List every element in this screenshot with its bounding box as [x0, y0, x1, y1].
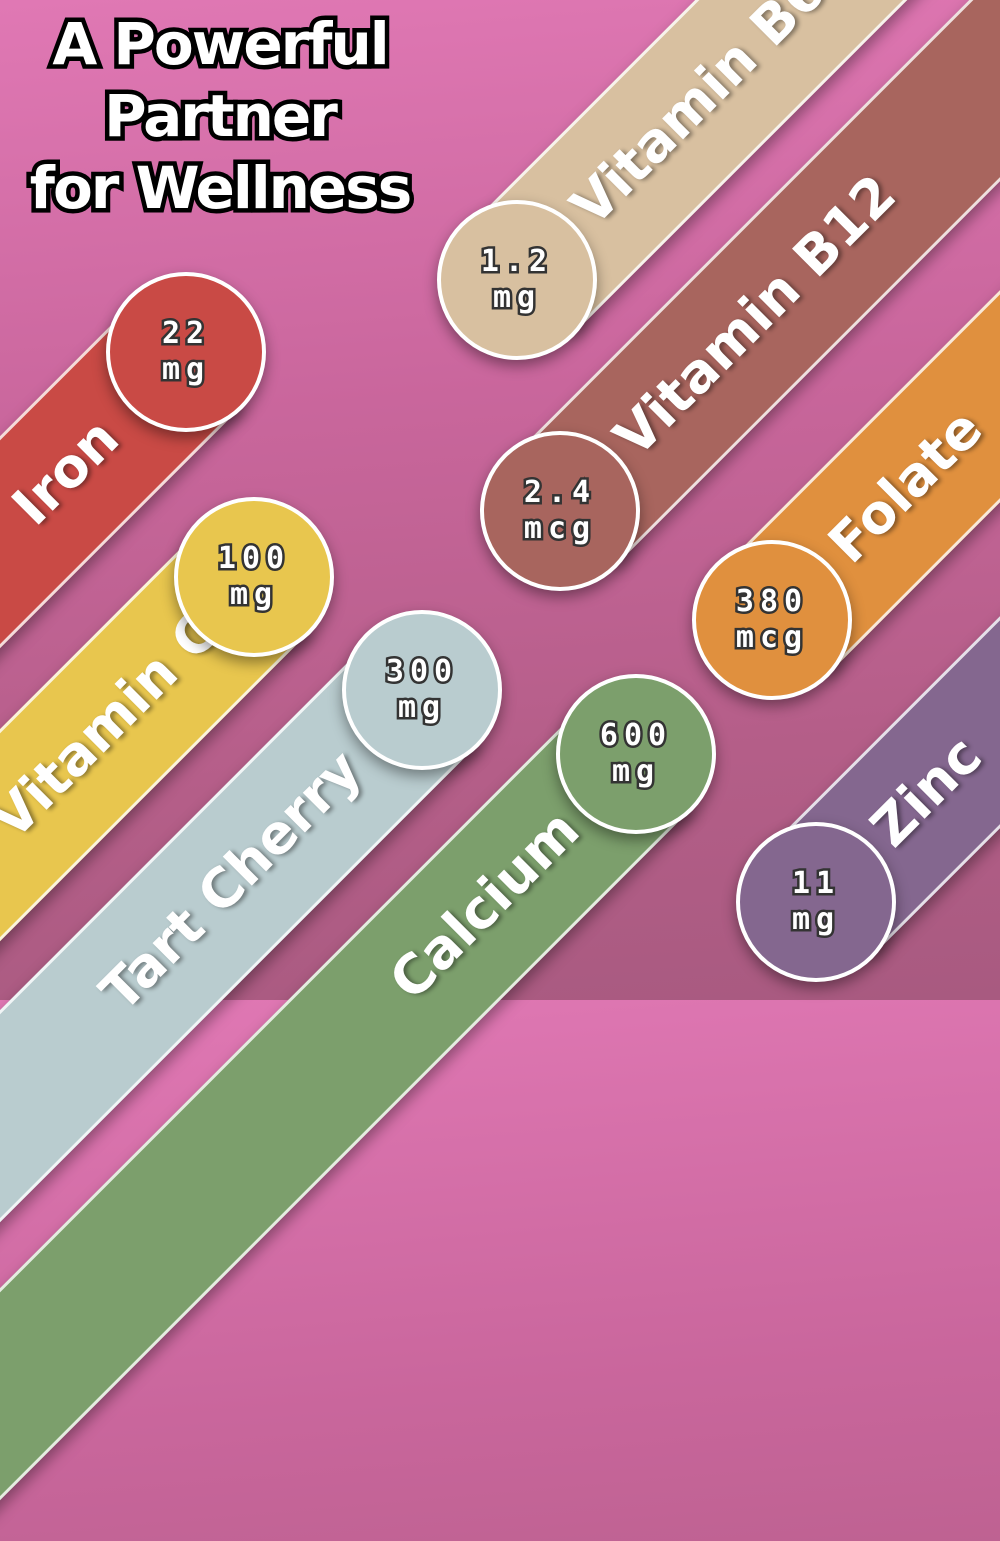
- amount-unit: mg: [490, 277, 543, 317]
- amount-value: 380: [733, 581, 810, 621]
- amount-value: 2.4: [521, 472, 598, 512]
- amount-value: 600: [597, 715, 674, 755]
- amount-badge: 11 mg: [736, 822, 896, 982]
- amount-badge: 22 mg: [106, 272, 266, 432]
- headline-line: Partner: [100, 78, 343, 155]
- amount-badge: 1.2 mg: [437, 200, 597, 360]
- amount-value: 22: [159, 313, 212, 353]
- amount-unit: mcg: [733, 617, 810, 657]
- amount-badge: 600 mg: [556, 674, 716, 834]
- amount-unit: mg: [395, 687, 448, 727]
- amount-value: 1.2: [478, 241, 555, 281]
- amount-value: 300: [383, 651, 460, 691]
- headline-line: A Powerful: [48, 6, 394, 83]
- amount-value: 100: [215, 538, 292, 578]
- headline-line: for Wellness: [25, 150, 417, 227]
- amount-badge: 2.4 mcg: [480, 431, 640, 591]
- amount-value: 11: [789, 863, 842, 903]
- amount-unit: mg: [227, 574, 280, 614]
- amount-badge: 380 mcg: [692, 540, 852, 700]
- amount-badge: 100 mg: [174, 497, 334, 657]
- headline: A Powerful Partner for Wellness: [0, 6, 440, 227]
- amount-unit: mg: [159, 349, 212, 389]
- amount-unit: mcg: [521, 508, 598, 548]
- amount-unit: mg: [609, 751, 662, 791]
- amount-badge: 300 mg: [342, 610, 502, 770]
- amount-unit: mg: [789, 899, 842, 939]
